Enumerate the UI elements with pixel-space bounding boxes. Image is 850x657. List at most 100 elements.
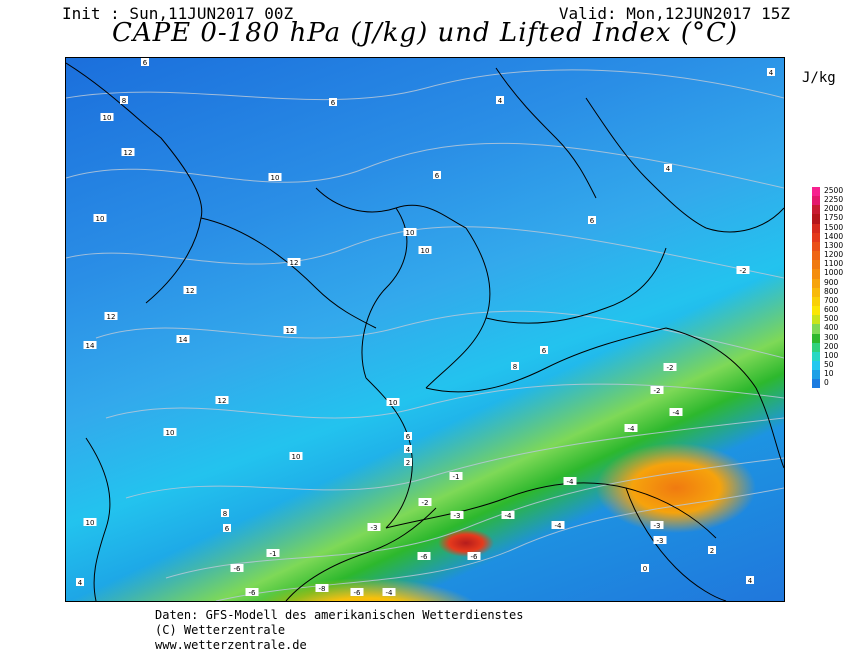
legend-label: 200 xyxy=(824,341,839,351)
legend-swatch xyxy=(812,324,820,334)
lifted-index-value-text: -6 xyxy=(234,565,242,573)
lifted-index-value-text: -6 xyxy=(249,589,257,597)
lifted-index-value: 8 xyxy=(511,362,519,371)
lifted-index-value-text: -1 xyxy=(453,473,460,481)
lifted-index-value: 12 xyxy=(104,312,118,321)
lifted-index-value: 12 xyxy=(287,258,301,267)
isolines xyxy=(66,69,784,601)
lifted-index-value-text: -4 xyxy=(673,409,681,417)
lifted-index-value-box xyxy=(708,546,716,554)
lifted-index-value: -2 xyxy=(650,386,664,395)
lifted-index-value-box xyxy=(176,335,190,343)
lifted-index-value-text: 8 xyxy=(223,510,227,518)
legend-entry: 1000 xyxy=(812,268,843,279)
lifted-index-value-box xyxy=(329,98,337,106)
lifted-index-value-text: 6 xyxy=(406,433,411,441)
lifted-index-value-text: -4 xyxy=(555,522,563,530)
lifted-index-value: 0 xyxy=(641,564,649,573)
lifted-index-value: 14 xyxy=(83,341,97,350)
lifted-index-value-text: 12 xyxy=(290,259,299,267)
lifted-index-value: 14 xyxy=(176,335,190,344)
lifted-index-value-text: 12 xyxy=(107,313,116,321)
legend-swatch xyxy=(812,360,820,371)
lifted-index-value-box xyxy=(746,576,754,584)
legend-label: 1500 xyxy=(824,222,844,232)
lifted-index-value: -2 xyxy=(736,266,750,275)
borders xyxy=(66,62,784,601)
lifted-index-value-text: -4 xyxy=(567,478,575,486)
lifted-index-value: 10 xyxy=(100,113,114,122)
map-overlay: 6 8 10 12 10 6 4 4 4 6 6 10 10 10 12 12 12 12 14 14 6 8 12 10 10… xyxy=(66,58,784,601)
lifted-index-value-box xyxy=(663,363,677,371)
legend-entry: 1300 xyxy=(812,241,843,252)
legend-swatch xyxy=(812,260,820,270)
lifted-index-value-box xyxy=(403,228,417,236)
valid-time: Valid: Mon,12JUN2017 15Z xyxy=(558,4,790,23)
legend-label: 100 xyxy=(824,350,839,360)
lifted-index-value: 6 xyxy=(540,346,548,355)
lifted-index-value: 10 xyxy=(386,398,400,407)
lifted-index-value-box xyxy=(83,341,97,349)
lifted-index-value-box xyxy=(624,424,638,432)
lifted-index-value-text: -6 xyxy=(471,553,479,561)
lifted-index-value-text: -6 xyxy=(421,553,429,561)
credit-line-website[interactable]: www.wetterzentrale.de xyxy=(155,638,307,652)
map-title: CAPE 0-180 hPa (J/kg) und Lifted Index (… xyxy=(111,18,739,48)
lifted-index-value-text: 12 xyxy=(124,149,133,157)
lifted-index-value-box xyxy=(404,458,412,466)
legend-swatch xyxy=(812,333,820,343)
color-legend: 2500 2250 2000 1750 1500 1400 1300 1200 1100 1000… xyxy=(812,186,843,389)
lifted-index-value-text: 4 xyxy=(498,97,503,105)
lifted-index-value: -3 xyxy=(650,521,664,530)
lifted-index-value-text: 4 xyxy=(406,446,411,454)
lifted-index-value: -6 xyxy=(350,588,364,597)
lifted-index-value: 12 xyxy=(283,326,297,335)
lifted-index-value: -4 xyxy=(563,477,577,486)
legend-swatch xyxy=(812,196,820,206)
lifted-index-value-box xyxy=(551,521,565,529)
lifted-index-value: -4 xyxy=(382,588,396,597)
lifted-index-value-box xyxy=(404,445,412,453)
legend-swatch xyxy=(812,278,820,288)
lifted-index-value-box xyxy=(641,564,649,572)
lifted-index-value: 4 xyxy=(404,445,412,454)
lifted-index-value: 6 xyxy=(141,58,149,67)
legend-swatch xyxy=(812,214,820,224)
legend-swatch xyxy=(812,351,820,361)
legend-label: 1400 xyxy=(824,231,844,241)
lifted-index-value-box xyxy=(289,452,303,460)
legend-swatch xyxy=(812,269,820,279)
lifted-index-value-box xyxy=(386,398,400,406)
legend-label: 300 xyxy=(824,332,839,342)
lifted-index-value-text: 10 xyxy=(271,174,280,182)
lifted-index-value-text: -2 xyxy=(422,499,429,507)
legend-swatch xyxy=(812,287,820,297)
lifted-index-value-box xyxy=(501,511,515,519)
lifted-index-value: -4 xyxy=(551,521,565,530)
credits: Daten: GFS-Modell des amerikanischen Wet… xyxy=(155,608,523,653)
lifted-index-value-text: -2 xyxy=(654,387,661,395)
legend-swatch xyxy=(812,187,820,197)
legend-label: 1200 xyxy=(824,250,844,260)
lifted-index-value: 6 xyxy=(433,171,441,180)
lifted-index-value: -4 xyxy=(669,408,683,417)
legend-swatch xyxy=(812,306,820,316)
lifted-index-value: 10 xyxy=(418,246,432,255)
lifted-index-value-text: 10 xyxy=(421,247,430,255)
legend-swatch xyxy=(812,232,820,242)
legend-label: 1100 xyxy=(824,259,844,269)
lifted-index-value-box xyxy=(563,477,577,485)
lifted-index-value: 6 xyxy=(588,216,596,225)
legend-label: 900 xyxy=(824,277,839,287)
lifted-index-value-box xyxy=(669,408,683,416)
legend-entry: 2000 xyxy=(812,204,843,215)
legend-entry: 1400 xyxy=(812,232,843,242)
lifted-index-value-box xyxy=(540,346,548,354)
lifted-index-value-text: -8 xyxy=(319,585,326,593)
lifted-index-value: -1 xyxy=(449,472,463,481)
cape-map: 6 8 10 12 10 6 4 4 4 6 6 10 10 10 12 12 12 12 14 14 6 8 12 10 10… xyxy=(65,57,785,602)
legend-label: 50 xyxy=(824,359,834,369)
lifted-index-value: -4 xyxy=(501,511,515,520)
legend-entry: 900 xyxy=(812,278,838,288)
lifted-index-value-box xyxy=(417,552,431,560)
